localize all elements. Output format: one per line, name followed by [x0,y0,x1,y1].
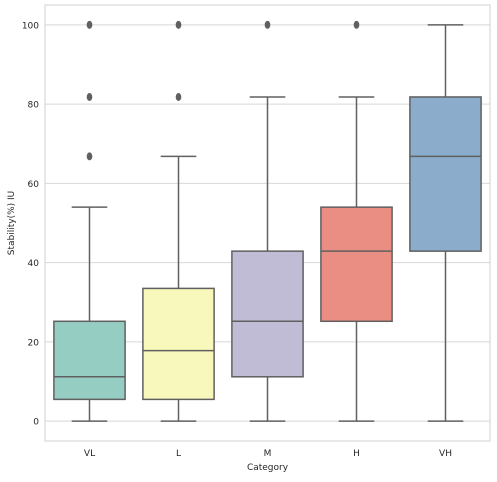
x-axis-label: Category [247,463,289,473]
box-group-h [320,20,393,422]
x-tick-label-vh: VH [439,449,452,459]
outlier-point-vl [86,92,93,101]
boxes [53,20,482,422]
y-axis-label: Stability(%) IU [7,191,17,256]
y-tick-label-100: 100 [22,21,39,31]
y-tick-label-40: 40 [28,259,40,269]
box-vh [409,96,482,252]
y-tick-label-80: 80 [28,101,40,111]
x-tick-labels: VL L M H VH [84,449,452,459]
box-group-vh [409,24,482,422]
outlier-point-l [175,92,182,101]
plot-frame [44,4,491,442]
y-tick-label-0: 0 [33,418,39,428]
y-tick-labels: 0 20 40 60 80 100 [22,21,39,427]
box-h [320,206,393,323]
outlier-point-vl [86,152,93,161]
outlier-point-h [353,20,360,29]
y-tick-label-20: 20 [28,338,40,348]
x-tick-label-vl: VL [84,449,95,459]
box-vl [53,320,126,401]
x-tick-label-l: L [176,449,181,459]
outlier-point-l [175,20,182,29]
box-l [142,287,215,401]
outlier-point-m [264,20,271,29]
y-tick-label-60: 60 [28,180,40,190]
x-tick-label-h: H [353,449,360,459]
box-group-l [142,20,215,422]
box-group-m [231,20,304,422]
outlier-point-vl [86,20,93,29]
box-m [231,250,304,378]
x-tick-label-m: M [264,449,272,459]
box-group-vl [53,20,126,422]
